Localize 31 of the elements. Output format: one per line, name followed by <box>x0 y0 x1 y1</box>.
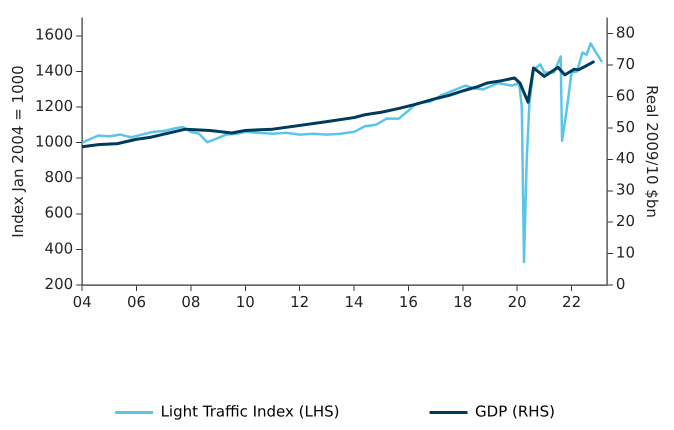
y2-tick-label: 50 <box>616 118 636 136</box>
y-tick-label: 1000 <box>34 132 74 150</box>
y2-tick-label: 80 <box>616 24 636 42</box>
y2-tick-label: 10 <box>616 243 636 262</box>
y2-tick-label: 30 <box>616 180 636 199</box>
y-tick-label: 200 <box>44 274 74 293</box>
y2-tick-label: 70 <box>616 55 636 74</box>
x-tick-label: 18 <box>453 292 472 311</box>
y-tick-label: 800 <box>44 168 74 186</box>
y-axis-title: Index Jan 2004 = 1000 <box>8 65 27 238</box>
legend-label: GDP (RHS) <box>475 402 555 420</box>
y2-tick-label: 0 <box>616 274 626 293</box>
x-tick-label: 22 <box>562 292 582 311</box>
x-tick-label: 04 <box>72 292 92 311</box>
x-tick-label: 16 <box>398 292 418 311</box>
y-tick-label: 600 <box>44 204 74 222</box>
y2-tick-label: 60 <box>616 86 636 104</box>
legend-label: Light Traffic Index (LHS) <box>160 402 340 420</box>
y2-tick-label: 40 <box>616 149 636 168</box>
y-tick-label: 1400 <box>34 61 74 80</box>
y2-tick-label: 20 <box>616 212 636 230</box>
x-tick-label: 08 <box>181 292 200 311</box>
y2-axis-title: Real 2009/10 $bn <box>643 85 662 218</box>
x-tick-label: 10 <box>236 292 255 311</box>
y-tick-label: 1600 <box>34 26 74 44</box>
x-tick-label: 06 <box>127 292 146 311</box>
x-tick-label: 12 <box>290 292 310 311</box>
y-tick-label: 400 <box>44 239 74 258</box>
y-tick-label: 1200 <box>34 96 74 115</box>
x-tick-label: 20 <box>508 292 527 311</box>
x-tick-label: 14 <box>344 292 364 311</box>
